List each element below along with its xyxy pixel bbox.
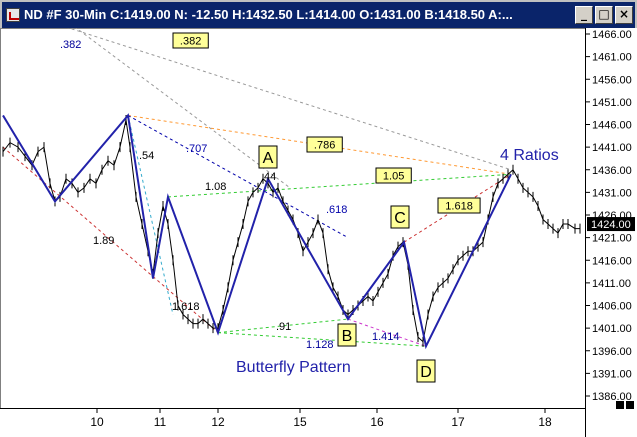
ratio-382-box-label-box [172, 32, 209, 49]
ratio-189-label: 1.89 [93, 235, 114, 247]
y-tick-label: 1386.00 [592, 391, 632, 403]
y-tick-label: 1436.00 [592, 165, 632, 177]
butterfly-pattern-lines [2, 113, 512, 350]
chart-area: .786 1.05 .618 .91 1.128 1.414 1.618 1.89 1.618.… [0, 28, 637, 437]
y-tick-label: 1396.00 [592, 346, 632, 358]
ratio-105-label: 1.05 [383, 171, 404, 183]
fib-line [347, 318, 427, 347]
x-tick-label: 15 [293, 415, 307, 429]
title-bar[interactable]: ND #F 30-Min C:1419.00 N: -12.50 H:1432.… [2, 2, 635, 28]
y-tick-label: 1421.00 [592, 233, 632, 245]
ratio-382-left-label: .382 [60, 39, 81, 51]
chart-labels: .786 1.05 .618 .91 1.128 1.414 1.618 1.89 1.618.… [60, 32, 559, 383]
price-chart: .786 1.05 .618 .91 1.128 1.414 1.618 1.89 1.618.… [0, 28, 635, 437]
ratio-1618-upper-label-box [437, 197, 481, 214]
fib-line [67, 28, 512, 171]
y-tick-label: 1401.00 [592, 323, 632, 335]
y-tick-label: 1466.00 [592, 29, 632, 41]
ratio-786-label-box [306, 136, 343, 153]
fib-line [217, 318, 349, 334]
ratio-618-label: .618 [326, 204, 347, 216]
ratio-44-label: .44 [261, 171, 276, 183]
y-tick-label: 1456.00 [592, 74, 632, 86]
x-tick-label: 10 [90, 415, 104, 429]
point-b-label-box [337, 323, 357, 347]
pattern-line [2, 113, 512, 350]
x-tick-label: 11 [154, 415, 167, 429]
y-tick-label: 1451.00 [592, 97, 632, 109]
window-title: ND #F 30-Min C:1419.00 N: -12.50 H:1432.… [24, 7, 513, 22]
point-d-label-box [416, 359, 436, 383]
fib-line [217, 332, 427, 347]
ratio-54-label: .54 [139, 150, 154, 162]
fib-line [127, 115, 174, 315]
x-tick-label: 17 [451, 415, 465, 429]
last-price-label: 1424.00 [591, 219, 631, 231]
minimize-button[interactable]: _ [575, 6, 593, 24]
maximize-button[interactable]: □ [595, 6, 613, 24]
close-button[interactable]: × [615, 6, 633, 24]
point-c-label: C [394, 210, 406, 227]
pattern-name-label: Butterfly Pattern [236, 359, 351, 376]
y-tick-label: 1391.00 [592, 368, 632, 380]
y-tick-label: 1446.00 [592, 120, 632, 132]
corner-square-2 [626, 401, 634, 409]
point-c-label-box [390, 205, 410, 229]
four-ratios-label: 4 Ratios [500, 147, 559, 164]
x-tick-label: 12 [211, 415, 225, 429]
last-price-marker [587, 217, 635, 232]
ratio-108-label: 1.08 [205, 181, 226, 193]
y-tick-label: 1406.00 [592, 301, 632, 313]
x-tick-label: 16 [370, 415, 384, 429]
point-d-label: D [420, 364, 432, 381]
ratio-1128-label: 1.128 [306, 339, 334, 351]
ratio-1618-lower-label: 1.618 [172, 301, 200, 313]
y-tick-label: 1461.00 [592, 52, 632, 64]
ratio-382-box-label: .382 [180, 36, 201, 48]
y-tick-label: 1411.00 [592, 278, 631, 290]
ratio-707-label: .707 [186, 143, 207, 155]
point-a-label: A [263, 150, 274, 167]
point-b-label: B [342, 328, 353, 345]
y-tick-label: 1431.00 [592, 187, 632, 199]
chart-app-icon[interactable] [6, 8, 20, 22]
ratio-91-label: .91 [276, 321, 291, 333]
fib-line [2, 146, 219, 334]
x-tick-label: 18 [538, 415, 552, 429]
ratio-1618-upper-label: 1.618 [445, 201, 473, 213]
ratio-105-label-box [375, 167, 412, 184]
y-tick-label: 1416.00 [592, 255, 632, 267]
corner-square-1 [616, 401, 624, 409]
price-axis: 1466.00 1461.00 1456.00 1451.00 1446.00 1441.… [90, 29, 635, 429]
ratio-1414-label: 1.414 [372, 331, 400, 343]
ratio-786-label: .786 [314, 140, 335, 152]
y-tick-label: 1441.00 [592, 142, 632, 154]
point-a-label-box [258, 145, 278, 169]
